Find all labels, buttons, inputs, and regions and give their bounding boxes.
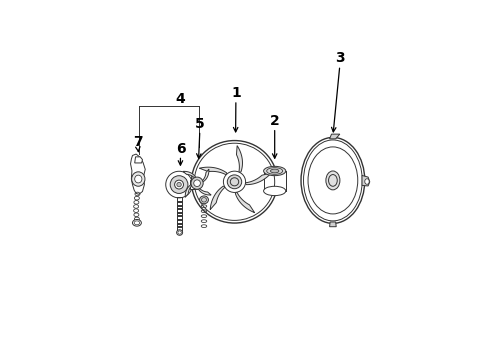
Ellipse shape <box>301 138 365 223</box>
Polygon shape <box>330 134 340 139</box>
Ellipse shape <box>365 179 369 184</box>
Polygon shape <box>190 180 197 189</box>
Text: 3: 3 <box>335 51 344 66</box>
Ellipse shape <box>177 183 181 187</box>
Polygon shape <box>185 184 193 197</box>
Text: 6: 6 <box>175 141 185 156</box>
Ellipse shape <box>270 169 279 173</box>
Text: 5: 5 <box>195 117 205 131</box>
Ellipse shape <box>326 171 340 190</box>
Polygon shape <box>198 187 211 195</box>
Polygon shape <box>210 186 225 210</box>
Ellipse shape <box>194 180 200 186</box>
Text: 1: 1 <box>231 86 241 100</box>
Ellipse shape <box>191 177 203 189</box>
Ellipse shape <box>192 140 277 223</box>
Text: 7: 7 <box>133 135 143 149</box>
Polygon shape <box>183 171 196 179</box>
Polygon shape <box>199 167 227 175</box>
Polygon shape <box>237 145 243 173</box>
Ellipse shape <box>264 186 286 195</box>
Ellipse shape <box>132 220 141 226</box>
Polygon shape <box>330 222 336 227</box>
Ellipse shape <box>170 176 188 193</box>
Polygon shape <box>201 169 209 182</box>
Ellipse shape <box>223 171 245 193</box>
Polygon shape <box>264 171 286 191</box>
Text: 2: 2 <box>270 114 280 128</box>
Text: 4: 4 <box>175 92 185 105</box>
Polygon shape <box>362 175 370 186</box>
Polygon shape <box>235 192 254 213</box>
Ellipse shape <box>308 147 358 214</box>
Polygon shape <box>135 157 143 163</box>
Ellipse shape <box>135 175 142 183</box>
Ellipse shape <box>174 180 183 189</box>
Ellipse shape <box>227 175 242 189</box>
Polygon shape <box>245 173 271 185</box>
Ellipse shape <box>199 196 208 204</box>
Ellipse shape <box>303 140 362 221</box>
Ellipse shape <box>264 166 286 176</box>
Ellipse shape <box>176 230 183 235</box>
Ellipse shape <box>166 171 193 198</box>
Polygon shape <box>130 154 145 194</box>
Ellipse shape <box>132 172 145 186</box>
